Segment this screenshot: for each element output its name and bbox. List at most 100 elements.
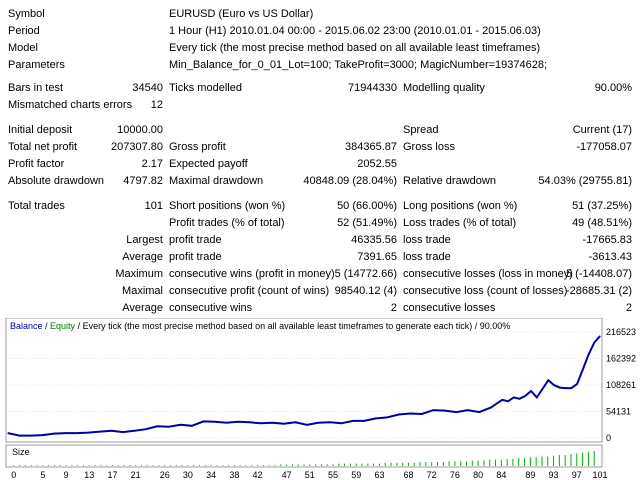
bars-label: Bars in test <box>8 82 64 94</box>
largest-loss-value: -17665.83 <box>582 234 632 246</box>
profit-trades-label: Profit trades (% of total) <box>169 217 285 229</box>
balance-point <box>386 416 388 419</box>
maximal-drawdown-label: Maximal drawdown <box>169 175 264 187</box>
spread-label: Spread <box>403 124 439 136</box>
maximal-label: Maximal <box>122 285 163 297</box>
relative-drawdown-label: Relative drawdown <box>403 175 496 187</box>
balance-point <box>271 422 273 424</box>
balance-point <box>76 432 78 434</box>
x-axis-labels: 0 5 9 13 17 21 26 30 34 38 42 47 51 55 59 63 68 72 76 80 84 8… <box>11 470 607 480</box>
x-tick-label: 51 <box>305 470 315 480</box>
period-label: Period <box>8 25 40 37</box>
balance-point <box>513 396 515 398</box>
balance-point <box>156 425 159 427</box>
x-tick-label: 0 <box>11 470 16 480</box>
balance-point <box>168 426 170 428</box>
balance-point <box>375 417 377 420</box>
quality-value: 90.00% <box>594 82 632 94</box>
quality-label: Modelling quality <box>403 82 485 94</box>
profit-factor-label: Profit factor <box>8 158 65 170</box>
balance-point <box>317 422 319 424</box>
x-tick-label: 26 <box>160 470 170 480</box>
gross-loss-label: Gross loss <box>403 141 455 153</box>
balance-point <box>467 409 469 411</box>
balance-point <box>352 420 354 422</box>
balance-point <box>553 384 555 386</box>
balance-point <box>99 431 101 433</box>
total-trades-value: 101 <box>144 200 163 212</box>
balance-point <box>421 413 423 415</box>
x-tick-label: 68 <box>403 470 413 480</box>
largest-profit-value: 46335.56 <box>351 234 397 246</box>
loss-trades-label: Loss trades (% of total) <box>403 217 517 229</box>
row-profit-factor: Profit factor 2.17 Expected payoff 2052.… <box>0 156 640 173</box>
gross-profit-label: Gross profit <box>169 141 226 153</box>
balance-point <box>432 409 434 411</box>
largest-loss-label: loss trade <box>403 234 451 246</box>
row-total-trades: Total trades 101 Short positions (won %)… <box>0 198 640 215</box>
maximum-wins-label: consecutive wins (profit in money) <box>169 268 335 280</box>
balance-point <box>495 403 498 405</box>
size-chart-frame <box>5 444 603 468</box>
profit-trades-value: 52 (51.49%) <box>337 217 397 229</box>
balance-point <box>202 420 205 422</box>
gross-loss-value: -177058.07 <box>576 141 632 153</box>
symbol-label: Symbol <box>8 8 45 20</box>
x-tick-label: 76 <box>450 470 460 480</box>
legend-separator: / <box>43 321 51 331</box>
balance-points <box>7 335 601 437</box>
balance-point <box>225 422 228 424</box>
balance-point <box>559 386 561 389</box>
gross-profit-value: 384365.87 <box>345 141 397 153</box>
row-parameters: Parameters Min_Balance_for_0_01_Lot=100;… <box>0 57 640 74</box>
balance-point <box>122 431 124 433</box>
x-tick-label: 97 <box>572 470 582 480</box>
x-tick-label: 47 <box>282 470 292 480</box>
ticks-value: 71944330 <box>348 82 397 94</box>
x-tick-label: 55 <box>328 470 338 480</box>
balance-point <box>501 399 503 401</box>
balance-point <box>18 434 21 437</box>
balance-point <box>570 387 572 389</box>
balance-point <box>64 432 67 434</box>
balance-point <box>283 423 285 425</box>
y-tick-label: 0 <box>606 433 611 443</box>
maximal-losses-label: consecutive loss (count of losses) <box>403 285 568 297</box>
long-positions-label: Long positions (won %) <box>403 200 518 212</box>
balance-point <box>409 412 411 415</box>
size-bars <box>13 451 595 466</box>
x-tick-label: 84 <box>496 470 506 480</box>
maximum-label: Maximum <box>115 268 163 280</box>
balance-point <box>599 335 601 337</box>
balance-point <box>398 413 400 416</box>
balance-point <box>248 421 250 423</box>
x-tick-label: 5 <box>40 470 45 480</box>
x-tick-label: 63 <box>374 470 384 480</box>
legend-description: / Every tick (the most precise method ba… <box>75 321 510 331</box>
model-label: Model <box>8 42 38 54</box>
largest-label: Largest <box>126 234 163 246</box>
balance-point <box>87 432 90 434</box>
relative-drawdown-value: 54.03% (29755.81) <box>538 175 632 187</box>
row-symbol: Symbol EURUSD (Euro vs US Dollar) <box>0 6 640 23</box>
row-model: Model Every tick (the most precise metho… <box>0 40 640 57</box>
x-tick-label: 9 <box>64 470 69 480</box>
average-loss-value: -3613.43 <box>588 251 632 263</box>
x-tick-label: 13 <box>84 470 94 480</box>
balance-point <box>294 421 296 423</box>
deposit-label: Initial deposit <box>8 124 73 136</box>
balance-point <box>191 425 193 427</box>
balance-point <box>455 411 457 413</box>
legend-balance: Balance <box>10 321 43 331</box>
x-tick-label: 80 <box>473 470 483 480</box>
net-profit-value: 207307.80 <box>111 141 163 153</box>
y-tick-label: 54131 <box>606 406 631 416</box>
balance-point <box>214 421 216 423</box>
x-tick-label: 101 <box>592 470 607 480</box>
x-tick-label: 21 <box>131 470 141 480</box>
average-consecutive-wins-label: consecutive wins <box>169 302 253 314</box>
balance-point <box>547 379 549 381</box>
parameters-label: Parameters <box>8 59 65 71</box>
maximal-wins-value: 98540.12 (4) <box>334 285 397 297</box>
average-consecutive-label: Average <box>122 302 163 314</box>
